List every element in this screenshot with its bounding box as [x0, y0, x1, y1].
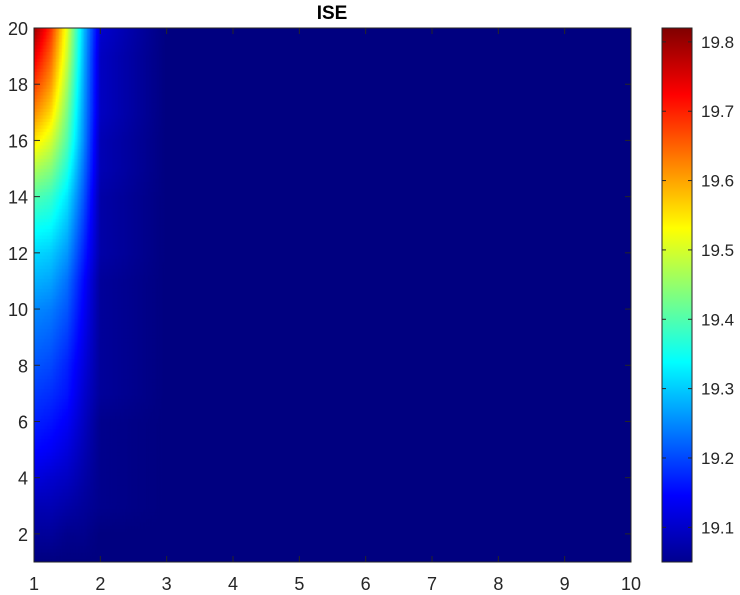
heatmap-cells: [34, 28, 631, 563]
chart-title: ISE: [317, 3, 348, 24]
